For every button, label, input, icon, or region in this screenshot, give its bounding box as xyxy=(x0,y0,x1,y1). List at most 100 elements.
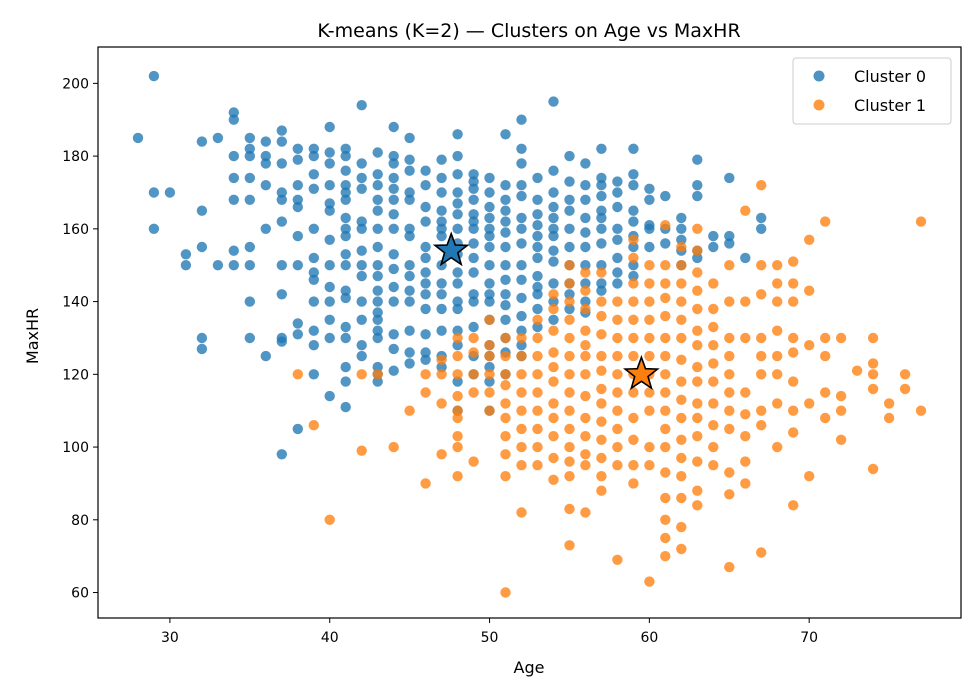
cluster-1-point xyxy=(804,234,815,245)
cluster-1-point xyxy=(580,340,591,351)
y-tick-label: 180 xyxy=(62,149,89,165)
cluster-0-point xyxy=(356,100,367,111)
cluster-1-point xyxy=(452,369,463,380)
cluster-0-point xyxy=(468,183,479,194)
cluster-1-point xyxy=(564,441,575,453)
cluster-0-point xyxy=(324,158,335,169)
cluster-0-point xyxy=(340,361,351,373)
cluster-0-point xyxy=(372,169,383,180)
cluster-0-point xyxy=(212,260,224,271)
cluster-1-point xyxy=(612,554,623,565)
cluster-1-point xyxy=(676,492,687,504)
cluster-0-point xyxy=(340,150,351,162)
cluster-0-point xyxy=(580,296,591,307)
cluster-0-point xyxy=(516,274,527,285)
cluster-1-point xyxy=(548,431,559,442)
cluster-0-point xyxy=(164,187,176,198)
cluster-1-point xyxy=(436,398,447,409)
legend-label-0: Cluster 0 xyxy=(854,67,926,86)
cluster-1-point xyxy=(436,449,447,460)
cluster-1-point xyxy=(660,514,671,525)
cluster-0-point xyxy=(580,260,591,271)
cluster-0-point xyxy=(372,194,383,205)
cluster-1-point xyxy=(644,387,655,398)
cluster-1-point xyxy=(740,478,751,489)
cluster-1-point xyxy=(500,332,511,344)
cluster-0-point xyxy=(324,205,335,216)
cluster-1-point xyxy=(644,296,655,307)
cluster-0-point xyxy=(196,343,208,355)
cluster-1-point xyxy=(740,387,751,398)
cluster-0-point xyxy=(244,132,255,144)
cluster-0-point xyxy=(452,198,463,209)
y-tick-label: 60 xyxy=(71,586,89,602)
cluster-0-point xyxy=(580,227,591,238)
cluster-1-point xyxy=(708,303,719,315)
cluster-1-point xyxy=(596,471,607,482)
cluster-1-point xyxy=(516,507,527,518)
cluster-0-point xyxy=(468,209,479,220)
cluster-1-point xyxy=(532,405,543,416)
cluster-1-point xyxy=(708,460,719,471)
cluster-1-point xyxy=(324,514,335,525)
cluster-0-point xyxy=(292,230,303,242)
cluster-0-point xyxy=(452,267,463,278)
cluster-0-point xyxy=(596,143,607,154)
cluster-0-point xyxy=(276,187,287,198)
cluster-0-point xyxy=(388,194,399,205)
cluster-0-point xyxy=(628,205,639,216)
cluster-1-point xyxy=(692,361,703,373)
cluster-0-point xyxy=(484,260,495,271)
legend-label-1: Cluster 1 xyxy=(854,96,926,115)
cluster-0-point xyxy=(292,329,303,340)
cluster-0-point xyxy=(372,376,383,387)
cluster-0-point xyxy=(564,303,575,315)
cluster-0-point xyxy=(532,209,543,220)
cluster-1-point xyxy=(867,383,879,395)
cluster-1-point xyxy=(596,329,607,340)
cluster-1-point xyxy=(867,358,879,369)
cluster-1-point xyxy=(660,350,671,362)
cluster-0-point xyxy=(500,274,511,285)
cluster-1-point xyxy=(708,420,719,431)
cluster-1-point xyxy=(708,278,719,289)
cluster-0-point xyxy=(452,278,463,289)
cluster-1-point xyxy=(644,350,655,362)
cluster-1-point xyxy=(612,332,623,344)
cluster-1-point xyxy=(628,434,639,445)
cluster-1-point xyxy=(660,551,671,562)
cluster-1-point xyxy=(676,471,687,482)
cluster-1-point xyxy=(804,340,815,351)
cluster-1-point xyxy=(835,390,847,402)
cluster-1-point xyxy=(596,310,607,322)
cluster-1-point xyxy=(820,387,831,398)
cluster-0-point xyxy=(644,241,655,253)
cluster-1-point xyxy=(468,332,479,344)
legend-marker-1 xyxy=(813,99,825,111)
cluster-0-point xyxy=(564,194,575,205)
cluster-0-point xyxy=(500,194,511,205)
cluster-0-point xyxy=(372,241,383,253)
cluster-1-point xyxy=(644,260,655,271)
cluster-1-point xyxy=(644,314,655,325)
cluster-0-point xyxy=(340,180,351,191)
cluster-1-point xyxy=(500,398,511,409)
cluster-1-point xyxy=(660,310,671,322)
cluster-1-point xyxy=(740,205,751,216)
cluster-1-point xyxy=(628,387,639,398)
cluster-1-point xyxy=(676,412,687,424)
cluster-1-point xyxy=(867,369,879,380)
cluster-1-point xyxy=(548,398,559,409)
cluster-0-point xyxy=(372,332,383,344)
x-axis: 30 40 50 60 70 xyxy=(161,618,818,646)
cluster-0-point xyxy=(340,230,351,242)
cluster-0-point xyxy=(596,205,607,216)
cluster-0-point xyxy=(516,340,527,351)
cluster-1-point xyxy=(596,267,607,278)
cluster-0-point xyxy=(420,267,431,278)
cluster-1-point xyxy=(628,412,639,424)
cluster-0-point xyxy=(660,238,671,249)
cluster-0-point xyxy=(324,281,335,293)
cluster-1-point xyxy=(660,532,671,544)
cluster-1-point xyxy=(788,500,799,511)
